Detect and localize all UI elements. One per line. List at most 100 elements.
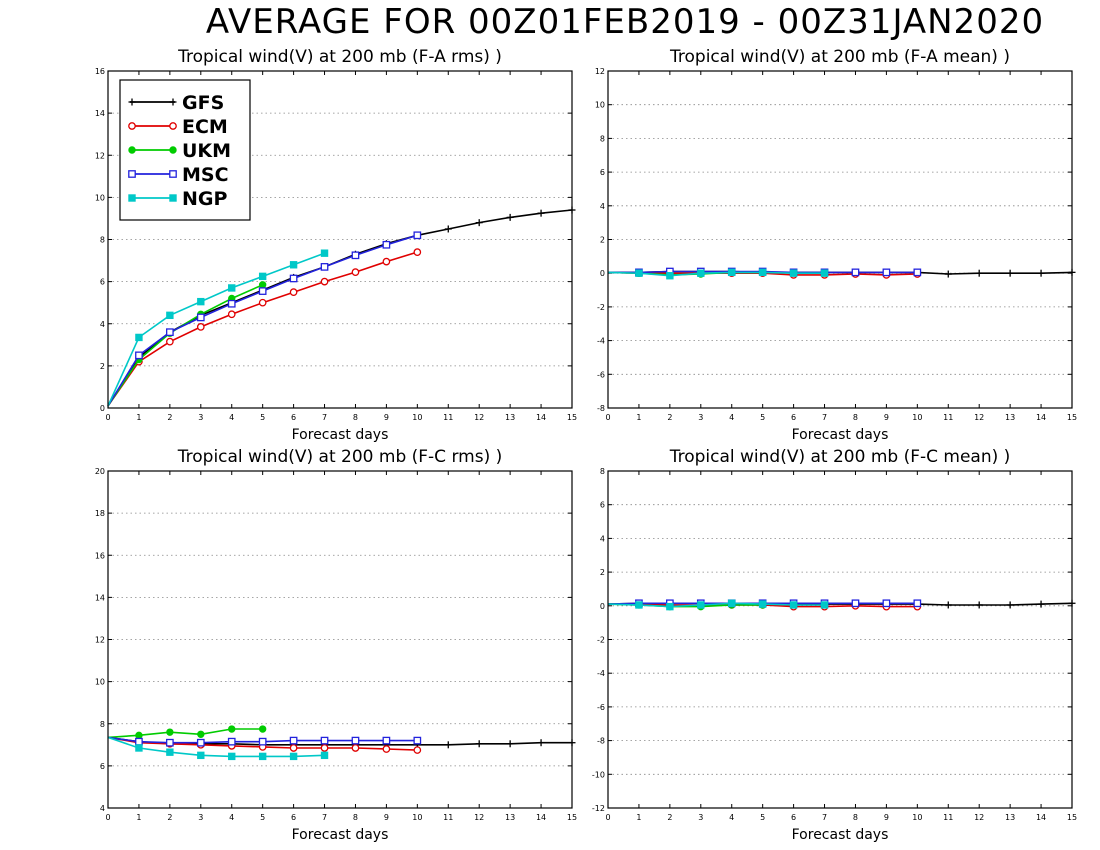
x-tick-label: 0 [605, 413, 610, 422]
x-tick-label: 8 [853, 413, 858, 422]
data-point [197, 751, 205, 760]
y-tick-label: 8 [600, 134, 605, 143]
data-point [635, 269, 643, 277]
data-point [197, 730, 205, 738]
data-point [728, 599, 736, 607]
y-tick-label: 10 [95, 678, 105, 687]
plot-frame [607, 70, 1073, 409]
x-tick-label: 7 [322, 813, 327, 822]
x-tick-label: 2 [167, 413, 172, 422]
data-point [258, 272, 267, 281]
x-tick-label: 3 [698, 813, 703, 822]
x-axis-label: Forecast days [292, 827, 389, 843]
data-point [413, 231, 422, 240]
x-tick-label: 14 [1036, 413, 1046, 422]
y-tick-label: 8 [100, 720, 105, 729]
y-tick-label: -2 [597, 636, 605, 645]
x-tick-label: 3 [198, 813, 203, 822]
data-point [820, 269, 829, 277]
x-tick-label: 7 [822, 413, 827, 422]
x-tick-label: 13 [505, 813, 515, 822]
y-tick-label: 12 [95, 151, 105, 160]
x-tick-label: 10 [412, 813, 422, 822]
data-point [413, 746, 422, 754]
x-tick-label: 3 [198, 413, 203, 422]
x-tick-label: 5 [760, 413, 765, 422]
x-tick-label: 7 [822, 813, 827, 822]
x-tick-label: 15 [567, 413, 577, 422]
x-tick-label: 11 [943, 413, 953, 422]
legend-marker [169, 194, 177, 202]
x-tick-label: 5 [260, 413, 265, 422]
y-tick-label: 8 [600, 467, 605, 476]
data-point [258, 737, 267, 746]
legend-label: UKM [182, 140, 231, 162]
series-ngp [607, 268, 829, 280]
x-tick-label: 12 [474, 813, 484, 822]
data-point [820, 601, 829, 609]
y-tick-label: 6 [100, 278, 105, 287]
data-point [351, 744, 360, 752]
legend-marker [128, 194, 136, 202]
x-tick-label: 7 [322, 413, 327, 422]
data-point [135, 744, 143, 752]
chart-panel-1: Tropical wind(V) at 200 mb (F-A rms) ) 0 2… [95, 47, 577, 443]
x-axis-label: Forecast days [292, 427, 389, 443]
x-tick-label: 11 [443, 813, 453, 822]
legend-item-ukm: UKM [128, 140, 231, 162]
legend-label: NGP [182, 188, 227, 210]
y-tick-label: 4 [600, 202, 605, 211]
series-line [107, 252, 325, 407]
x-tick-label: 9 [884, 413, 889, 422]
x-tick-label: 6 [291, 813, 296, 822]
x-tick-label: 2 [167, 813, 172, 822]
data-point [320, 277, 329, 286]
legend-label: MSC [182, 164, 229, 186]
x-tick-label: 15 [1067, 413, 1077, 422]
legend-marker [169, 170, 177, 178]
data-point [196, 323, 205, 331]
data-point [728, 268, 736, 277]
data-point [882, 599, 891, 608]
x-tick-label: 11 [443, 413, 453, 422]
y-tick-label: 2 [600, 236, 605, 245]
data-point [351, 251, 360, 260]
x-tick-label: 5 [760, 813, 765, 822]
x-tick-label: 1 [636, 413, 641, 422]
legend-marker [169, 122, 177, 130]
data-point [258, 287, 267, 295]
data-point [228, 752, 236, 761]
x-tick-label: 6 [791, 813, 796, 822]
series-ngp [107, 249, 329, 407]
plot-frame [607, 470, 1073, 809]
y-tick-label: -6 [597, 370, 605, 379]
legend-label: GFS [182, 92, 224, 114]
x-tick-label: 4 [229, 413, 234, 422]
y-tick-label: -12 [592, 804, 605, 813]
y-tick-label: -4 [597, 337, 605, 346]
x-axis-label: Forecast days [792, 827, 889, 843]
series-ngp [607, 599, 829, 611]
x-tick-label: 8 [353, 813, 358, 822]
x-tick-label: 14 [536, 813, 546, 822]
legend-item-ecm: ECM [128, 116, 228, 138]
data-point [166, 311, 174, 320]
x-tick-label: 0 [605, 813, 610, 822]
panel-title: Tropical wind(V) at 200 mb (F-C rms) ) [177, 447, 503, 467]
x-axis-label: Forecast days [792, 427, 889, 443]
y-tick-label: 6 [600, 168, 605, 177]
data-point [196, 738, 205, 747]
x-tick-label: 14 [536, 413, 546, 422]
y-tick-label: 16 [95, 551, 105, 560]
legend-marker [128, 146, 136, 154]
data-point [289, 274, 298, 283]
x-tick-label: 12 [474, 413, 484, 422]
data-point [135, 737, 143, 746]
y-tick-label: -4 [597, 669, 605, 678]
data-point [382, 745, 391, 753]
data-point [351, 268, 360, 276]
data-point [227, 737, 236, 746]
data-point [413, 248, 422, 256]
